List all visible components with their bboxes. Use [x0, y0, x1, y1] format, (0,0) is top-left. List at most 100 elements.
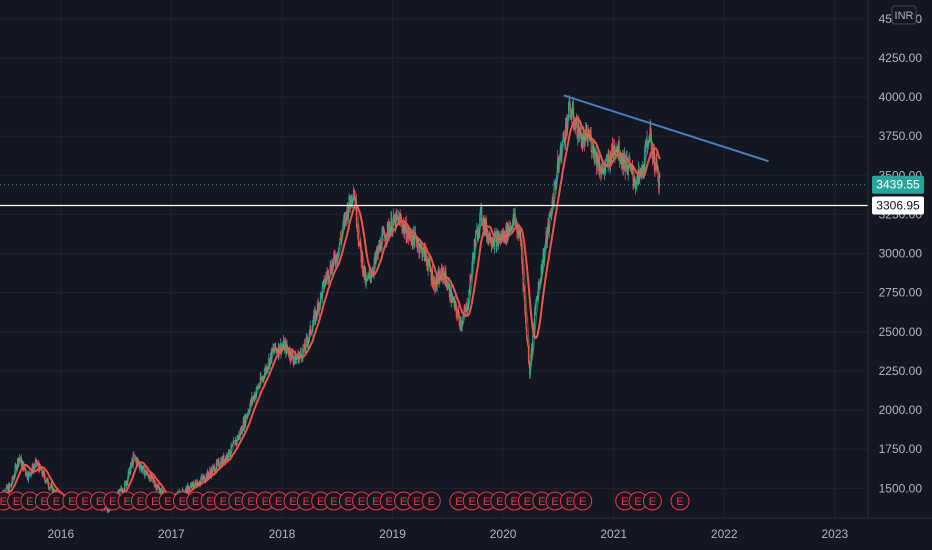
- candle-body: [410, 235, 412, 241]
- candle-body: [209, 470, 212, 473]
- candle-body: [594, 149, 596, 157]
- candle-body: [494, 233, 496, 236]
- candle-body: [523, 286, 525, 298]
- candle-body: [342, 222, 344, 231]
- candle-body: [585, 129, 587, 133]
- candle-body: [443, 271, 445, 276]
- candle-body: [21, 461, 24, 463]
- candle-body: [257, 387, 259, 389]
- candle-body: [217, 461, 219, 464]
- candle-body: [573, 122, 575, 127]
- candle-body: [12, 477, 14, 479]
- candle-body: [21, 462, 23, 466]
- candle-body: [516, 229, 519, 234]
- x-tick-label: 2019: [379, 527, 406, 541]
- candle-body: [254, 393, 257, 397]
- candle-body: [537, 296, 539, 300]
- candle-body: [614, 153, 617, 154]
- currency-badge[interactable]: INR: [891, 5, 917, 25]
- candle-body: [570, 115, 572, 118]
- candle-body: [226, 454, 228, 459]
- candle-body: [554, 182, 556, 185]
- candle-body: [411, 240, 413, 242]
- candle-body: [432, 285, 434, 287]
- candle-body: [190, 484, 192, 487]
- candle-body: [231, 444, 233, 447]
- candle-body: [417, 244, 419, 248]
- candle-body: [242, 420, 244, 431]
- candle-body: [128, 468, 130, 472]
- time-axis-bg[interactable]: [0, 518, 932, 550]
- candle-body: [401, 221, 403, 228]
- candle-body: [355, 200, 357, 208]
- earnings-marker-label: E: [551, 496, 558, 508]
- earnings-marker[interactable]: [573, 491, 593, 511]
- candle-body: [575, 116, 578, 124]
- candle-body: [124, 482, 126, 490]
- candle-body: [339, 237, 341, 245]
- candle-body: [641, 167, 643, 174]
- candle-body: [246, 415, 248, 418]
- candle-body: [473, 256, 475, 259]
- candle-body: [388, 224, 390, 235]
- candle-body: [128, 468, 131, 475]
- candle-body: [557, 158, 559, 170]
- candle-body: [28, 471, 30, 473]
- candle-body: [315, 310, 317, 315]
- candle-body: [451, 302, 453, 303]
- earnings-marker[interactable]: [421, 491, 441, 511]
- candle-body: [646, 138, 648, 143]
- candle-body: [147, 474, 149, 478]
- candle-body: [417, 242, 420, 245]
- earnings-marker-label: E: [317, 496, 324, 508]
- candle-body: [368, 272, 370, 276]
- last-price-label: 3439.55: [876, 178, 920, 192]
- candle-body: [595, 152, 597, 157]
- candle-body: [236, 436, 238, 442]
- candle-body: [610, 158, 612, 166]
- candle-body: [353, 193, 355, 194]
- candle-body: [347, 206, 349, 218]
- candle-body: [409, 230, 412, 236]
- candle-body: [364, 270, 367, 285]
- candle-body: [642, 164, 644, 174]
- candle-body: [605, 159, 607, 160]
- candle-body: [248, 411, 250, 413]
- candle-body: [348, 196, 350, 211]
- trendline[interactable]: [563, 94, 769, 163]
- trendline-layer[interactable]: [563, 94, 769, 163]
- candle-body: [211, 468, 213, 473]
- earnings-marker[interactable]: [670, 491, 690, 511]
- horizontal-line-layer[interactable]: [0, 184, 868, 207]
- price-axis-bg[interactable]: [868, 0, 932, 518]
- candle-body: [527, 341, 529, 346]
- candle-body: [476, 229, 478, 232]
- candle-body: [265, 366, 267, 373]
- candle-body: [537, 287, 539, 300]
- candle-body: [266, 366, 268, 372]
- candle-body: [9, 483, 11, 486]
- candle-body: [153, 483, 156, 487]
- candle-body: [501, 233, 503, 238]
- candle-body: [35, 459, 38, 464]
- candle-body: [535, 302, 537, 310]
- candle-body: [232, 440, 235, 444]
- candle-body: [385, 239, 387, 241]
- candle-body: [555, 177, 558, 187]
- candle-body: [549, 214, 551, 218]
- candle-body: [288, 354, 290, 357]
- candle-body: [538, 283, 541, 285]
- candle-body: [296, 358, 298, 360]
- candle-body: [262, 376, 264, 380]
- candle-body: [548, 214, 550, 232]
- earnings-marker[interactable]: [642, 491, 662, 511]
- candle-body: [619, 159, 621, 162]
- candle-body: [365, 279, 367, 285]
- earnings-marker-label: E: [179, 496, 186, 508]
- candle-body: [392, 215, 395, 222]
- candle-body: [130, 462, 132, 468]
- earnings-marker-label: E: [206, 496, 213, 508]
- candle-body: [480, 206, 482, 209]
